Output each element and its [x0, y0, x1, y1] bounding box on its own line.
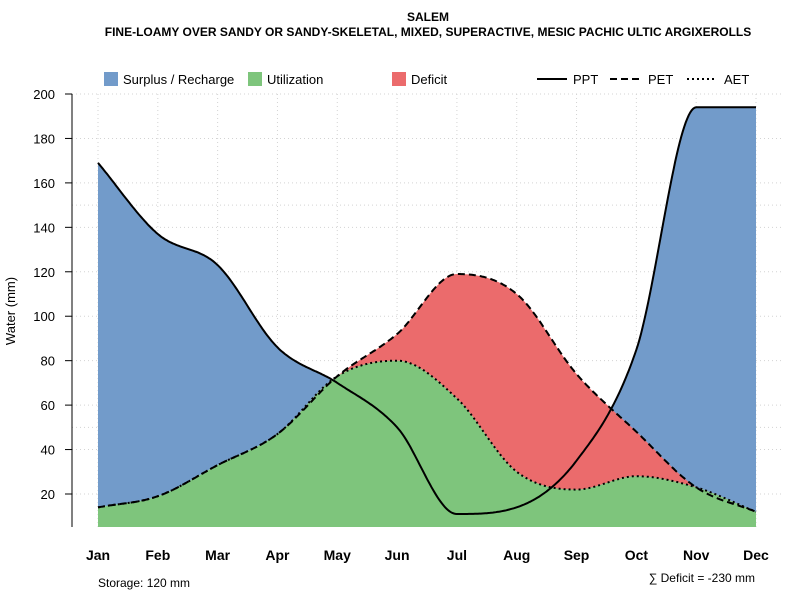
chart-subtitle: FINE-LOAMY OVER SANDY OR SANDY-SKELETAL,…	[105, 25, 752, 39]
x-tick-label-aug: Aug	[503, 547, 530, 563]
y-tick-label-180: 180	[33, 131, 55, 146]
y-tick-label-120: 120	[33, 265, 55, 280]
x-tick-label-sep: Sep	[564, 547, 590, 563]
x-tick-label-dec: Dec	[743, 547, 769, 563]
legend-label-ppt: PPT	[573, 72, 598, 87]
legend-swatch-surplus	[104, 72, 118, 86]
x-tick-label-oct: Oct	[625, 547, 649, 563]
series-line-pet	[97, 273, 757, 513]
utilization-area	[98, 360, 756, 527]
y-tick-label-80: 80	[41, 354, 55, 369]
x-tick-label-jan: Jan	[86, 547, 110, 563]
x-tick-label-mar: Mar	[205, 547, 230, 563]
x-tick-label-apr: Apr	[265, 547, 290, 563]
y-tick-label-60: 60	[41, 398, 55, 413]
deficit-note: ∑ Deficit = -230 mm	[649, 571, 755, 585]
surplus-recharge-area	[98, 107, 756, 512]
y-tick-label-20: 20	[41, 487, 55, 502]
x-tick-label-jul: Jul	[447, 547, 467, 563]
y-tick-label-140: 140	[33, 220, 55, 235]
legend: Surplus / Recharge Utilization Deficit P…	[104, 72, 749, 87]
chart-title: SALEM	[407, 10, 449, 24]
legend-label-deficit: Deficit	[411, 72, 448, 87]
x-ticks: Jan Feb Mar Apr May Jun Jul Aug Sep Oct Nov Dec	[86, 547, 769, 563]
series-lines	[97, 106, 757, 515]
y-tick-label-200: 200	[33, 87, 55, 102]
y-tick-label-100: 100	[33, 309, 55, 324]
legend-swatch-utilization	[248, 72, 262, 86]
storage-note: Storage: 120 mm	[98, 576, 190, 590]
x-tick-label-may: May	[324, 547, 351, 563]
x-tick-label-jun: Jun	[385, 547, 410, 563]
deficit-area	[98, 274, 756, 512]
y-axis-label: Water (mm)	[3, 277, 18, 345]
x-tick-label-feb: Feb	[145, 547, 170, 563]
legend-label-utilization: Utilization	[267, 72, 323, 87]
legend-label-pet: PET	[648, 72, 673, 87]
legend-label-surplus: Surplus / Recharge	[123, 72, 234, 87]
y-tick-label-40: 40	[41, 443, 55, 458]
y-tick-label-160: 160	[33, 176, 55, 191]
legend-swatch-deficit	[392, 72, 406, 86]
legend-label-aet: AET	[724, 72, 749, 87]
y-ticks: 20 40 60 80 100 120 140 160 180 200	[33, 87, 72, 502]
x-tick-label-nov: Nov	[683, 547, 710, 563]
series-line-ppt	[97, 106, 756, 515]
area-fills	[98, 107, 756, 527]
